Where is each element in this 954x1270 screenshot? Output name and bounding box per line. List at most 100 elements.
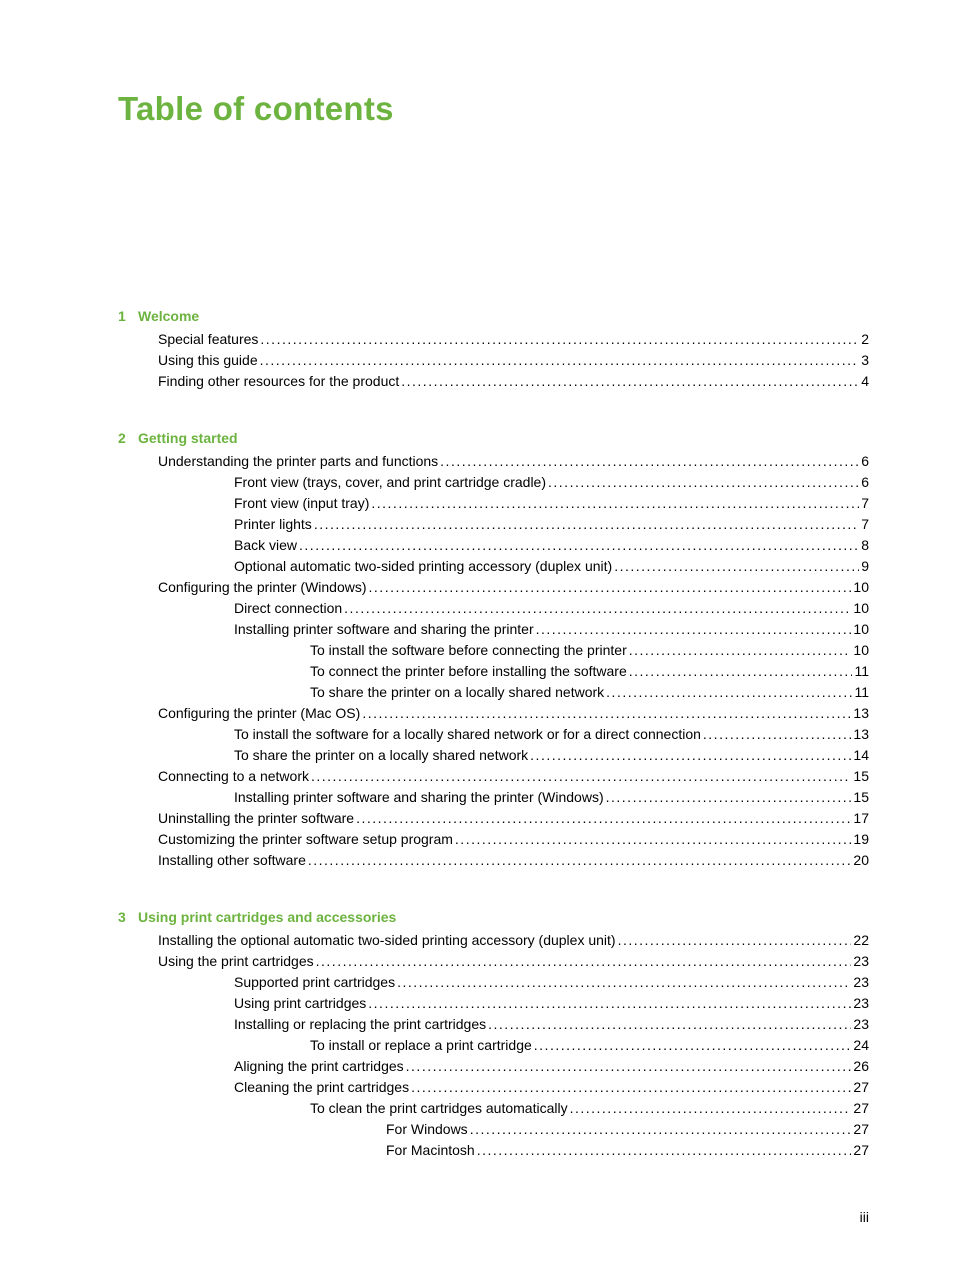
toc-leader-dots: [314, 514, 859, 535]
toc-entry-label: Connecting to a network: [158, 766, 309, 787]
toc-entry: Special features 2: [118, 329, 869, 350]
toc-entry-label: To clean the print cartridges automatica…: [310, 1098, 568, 1119]
toc-leader-dots: [614, 556, 859, 577]
toc-leader-dots: [311, 766, 851, 787]
toc-leader-dots: [299, 535, 859, 556]
toc-leader-dots: [316, 951, 852, 972]
toc-leader-dots: [534, 1035, 852, 1056]
toc-entry: Installing printer software and sharing …: [118, 619, 869, 640]
section-header: 3Using print cartridges and accessories: [118, 909, 869, 925]
toc-entry-page: 23: [853, 1014, 869, 1035]
toc-section: 1Welcome Special features 2Using this gui…: [118, 308, 869, 392]
toc-entry-label: Printer lights: [234, 514, 312, 535]
toc-leader-dots: [606, 682, 852, 703]
toc-entry-label: To share the printer on a locally shared…: [234, 745, 528, 766]
toc-entry-page: 14: [853, 745, 869, 766]
section-header: 1Welcome: [118, 308, 869, 324]
toc-entry-label: For Macintosh: [386, 1140, 475, 1161]
toc-entry: Using this guide 3: [118, 350, 869, 371]
toc-leader-dots: [629, 640, 852, 661]
toc-entry: Installing or replacing the print cartri…: [118, 1014, 869, 1035]
toc-entry-label: To share the printer on a locally shared…: [310, 682, 604, 703]
toc-leader-dots: [260, 329, 859, 350]
toc-entry: To share the printer on a locally shared…: [118, 682, 869, 703]
toc-entry-page: 15: [853, 766, 869, 787]
page-title: Table of contents: [118, 90, 869, 128]
toc-entry-label: Optional automatic two-sided printing ac…: [234, 556, 612, 577]
toc-leader-dots: [356, 808, 851, 829]
toc-entry-page: 6: [861, 472, 869, 493]
toc-leader-dots: [530, 745, 851, 766]
toc-entry: To clean the print cartridges automatica…: [118, 1098, 869, 1119]
toc-entry-page: 20: [853, 850, 869, 871]
toc-leader-dots: [570, 1098, 852, 1119]
toc-entry-label: Finding other resources for the product: [158, 371, 399, 392]
toc-leader-dots: [618, 930, 852, 951]
toc-entry-page: 8: [861, 535, 869, 556]
toc-leader-dots: [344, 598, 851, 619]
toc-entry-label: Customizing the printer software setup p…: [158, 829, 453, 850]
toc-entry: Cleaning the print cartridges 27: [118, 1077, 869, 1098]
toc-entry-label: Understanding the printer parts and func…: [158, 451, 438, 472]
toc-entry: Front view (trays, cover, and print cart…: [118, 472, 869, 493]
toc-entry-page: 23: [853, 951, 869, 972]
toc-leader-dots: [629, 661, 853, 682]
section-number: 1: [118, 308, 138, 324]
toc-entry: Direct connection 10: [118, 598, 869, 619]
toc-leader-dots: [440, 451, 859, 472]
toc-leader-dots: [401, 371, 859, 392]
toc-entry-page: 10: [853, 577, 869, 598]
toc-leader-dots: [488, 1014, 851, 1035]
toc-entry-page: 3: [861, 350, 869, 371]
toc-entry-page: 19: [853, 829, 869, 850]
toc-entry-label: Configuring the printer (Mac OS): [158, 703, 360, 724]
toc-entry-page: 23: [853, 972, 869, 993]
toc-entry-page: 11: [854, 682, 869, 703]
toc-entry: Using print cartridges 23: [118, 993, 869, 1014]
toc-entry: Installing the optional automatic two-si…: [118, 930, 869, 951]
toc-leader-dots: [606, 787, 852, 808]
toc-entry: Front view (input tray) 7: [118, 493, 869, 514]
toc-entry-page: 6: [861, 451, 869, 472]
toc-leader-dots: [455, 829, 852, 850]
toc-leader-dots: [411, 1077, 851, 1098]
section-header: 2Getting started: [118, 430, 869, 446]
toc-leader-dots: [470, 1119, 852, 1140]
toc-entry-label: Direct connection: [234, 598, 342, 619]
toc-entry-page: 24: [853, 1035, 869, 1056]
toc-entry-page: 10: [853, 598, 869, 619]
toc-entry-page: 22: [853, 930, 869, 951]
section-title: Getting started: [138, 430, 238, 446]
toc-entry-page: 9: [861, 556, 869, 577]
section-number: 2: [118, 430, 138, 446]
toc-entry: Back view 8: [118, 535, 869, 556]
section-title: Using print cartridges and accessories: [138, 909, 396, 925]
toc-entry: For Macintosh 27: [118, 1140, 869, 1161]
toc-leader-dots: [368, 993, 851, 1014]
toc-entry-label: Configuring the printer (Windows): [158, 577, 367, 598]
toc-entry-label: Installing printer software and sharing …: [234, 787, 604, 808]
toc-entry-label: Installing printer software and sharing …: [234, 619, 534, 640]
toc-entry: Uninstalling the printer software 17: [118, 808, 869, 829]
toc-entry-label: Using the print cartridges: [158, 951, 314, 972]
toc-leader-dots: [308, 850, 852, 871]
toc-entry: Customizing the printer software setup p…: [118, 829, 869, 850]
section-title: Welcome: [138, 308, 199, 324]
toc-entry-page: 10: [853, 640, 869, 661]
toc-entry-label: Cleaning the print cartridges: [234, 1077, 409, 1098]
toc-entry-page: 23: [853, 993, 869, 1014]
toc-entry-label: Using print cartridges: [234, 993, 366, 1014]
toc-entry: Aligning the print cartridges 26: [118, 1056, 869, 1077]
toc-leader-dots: [397, 972, 851, 993]
toc-entry-label: Front view (input tray): [234, 493, 369, 514]
toc-entry: For Windows 27: [118, 1119, 869, 1140]
section-number: 3: [118, 909, 138, 925]
toc-entry-label: For Windows: [386, 1119, 468, 1140]
toc-entry-label: Installing the optional automatic two-si…: [158, 930, 616, 951]
toc-entry: To install the software for a locally sh…: [118, 724, 869, 745]
toc-leader-dots: [703, 724, 852, 745]
page-number: iii: [860, 1209, 869, 1225]
toc-leader-dots: [548, 472, 859, 493]
toc-entry-label: Aligning the print cartridges: [234, 1056, 404, 1077]
toc-entry-label: To install the software for a locally sh…: [234, 724, 701, 745]
